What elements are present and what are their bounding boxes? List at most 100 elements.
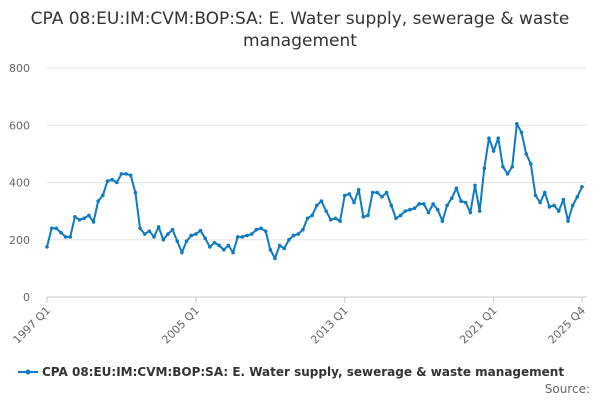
data-point [352,200,356,205]
x-tick-label: 2005 Q1 [159,304,202,347]
x-tick-label: 2013 Q1 [308,304,351,347]
data-point [375,190,380,195]
data-point [384,190,389,195]
data-point [519,130,524,135]
data-point [417,202,421,206]
legend-label: CPA 08:EU:IM:CVM:BOP:SA: E. Water supply… [42,365,565,379]
data-point [501,164,505,169]
data-point [319,199,324,203]
data-point [166,232,170,236]
data-point [87,213,91,218]
data-point [180,250,184,255]
data-point [561,197,566,202]
data-point [49,226,54,231]
legend[interactable]: CPA 08:EU:IM:CVM:BOP:SA: E. Water supply… [18,365,564,379]
data-point [515,122,519,126]
y-tick-label: 600 [9,119,30,132]
data-point [403,209,408,213]
data-point [477,209,482,213]
data-point [105,179,110,183]
data-point [96,199,100,203]
data-point [203,236,207,241]
data-point [463,200,468,205]
series-line [46,122,583,260]
data-point [310,213,314,218]
data-point [347,192,352,196]
data-point [556,209,561,213]
data-point [277,243,282,248]
data-point [454,186,459,191]
data-point [426,210,431,215]
data-point [263,229,268,233]
data-point [542,190,547,195]
data-point [422,202,426,206]
data-point [510,164,515,169]
data-point [380,195,384,199]
data-point [235,235,240,239]
data-point [249,232,254,236]
data-point [63,235,68,239]
data-point [445,203,449,208]
data-point [114,180,119,185]
data-point [73,215,77,219]
y-tick-label: 800 [9,62,30,75]
data-point [208,245,212,249]
data-point [194,232,198,236]
data-point [529,162,533,166]
y-tick-label: 400 [9,177,30,190]
data-point [552,203,556,208]
x-tick-label: 2025 Q4 [546,304,589,347]
data-point [547,205,552,209]
data-point [570,203,575,208]
data-point [217,243,221,248]
data-point [533,193,538,198]
data-point [147,229,152,233]
data-point [487,136,491,140]
data-point [473,183,477,188]
data-point [45,245,49,249]
data-point [538,200,542,205]
y-tick-label: 0 [23,291,30,304]
data-point [342,193,347,198]
data-point [287,237,291,242]
data-point [142,232,147,236]
data-point [221,247,226,252]
data-point [328,217,333,222]
data-point [361,215,366,219]
data-point [128,173,133,178]
data-point [68,235,73,239]
data-point [356,187,361,192]
data-point [156,225,161,229]
data-point [119,172,124,176]
data-point [240,235,245,239]
data-point [59,230,63,235]
data-point [524,152,528,156]
data-point [170,227,175,232]
data-point [370,190,375,195]
chart-title: CPA 08:EU:IM:CVM:BOP:SA: E. Water supply… [30,9,570,51]
source-label: Source: [544,382,590,396]
data-point [91,220,96,224]
data-point [566,219,570,223]
data-point [394,216,398,221]
data-point [268,247,273,252]
data-point [412,206,417,211]
data-point [315,203,319,208]
data-point [198,228,203,233]
data-point [82,216,87,221]
x-tick-label: 2021 Q1 [457,304,500,347]
data-point [175,239,180,243]
data-point [468,210,473,215]
data-point [431,202,435,206]
data-point [398,213,403,218]
data-point [231,250,235,255]
data-point [124,172,128,176]
legend-marker-icon [18,369,38,375]
data-point [435,207,440,212]
data-point [133,190,138,195]
data-point [449,196,454,201]
data-point [408,207,412,212]
data-point [152,235,156,239]
data-point [184,239,189,243]
